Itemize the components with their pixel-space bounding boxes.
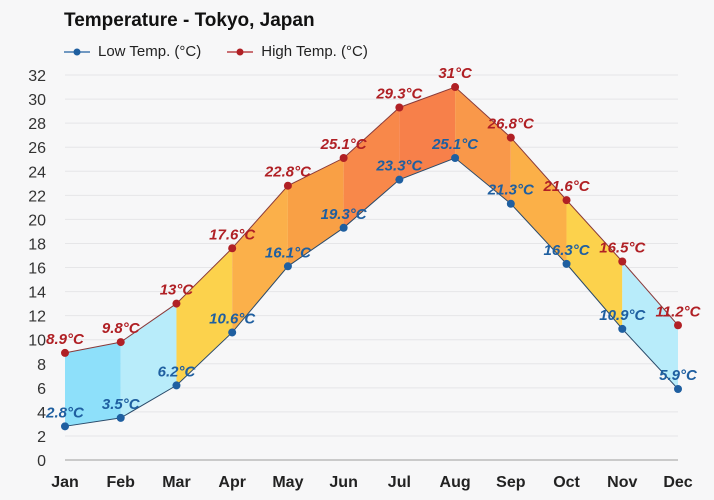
low-data-label: 16.1°C (265, 244, 312, 261)
range-segment (399, 87, 456, 180)
high-data-label: 8.9°C (46, 331, 85, 348)
low-data-label: 6.2°C (158, 363, 197, 380)
range-segment (343, 107, 400, 228)
range-segment (622, 261, 678, 390)
high-point (618, 257, 627, 266)
low-data-label: 23.3°C (375, 158, 423, 175)
high-data-label: 25.1°C (320, 136, 368, 153)
high-point (116, 338, 125, 347)
x-tick-label: Jul (388, 474, 411, 491)
high-data-label: 29.3°C (375, 85, 423, 102)
x-tick-label: Mar (162, 474, 190, 491)
y-tick-label: 24 (28, 164, 46, 181)
y-tick-label: 30 (28, 92, 46, 109)
high-point (451, 83, 460, 92)
low-data-label: 2.8°C (45, 404, 85, 421)
range-segment (287, 158, 344, 267)
low-point (172, 381, 181, 390)
low-point (116, 413, 125, 422)
x-tick-label: Jun (329, 474, 357, 491)
y-tick-label: 28 (28, 116, 46, 133)
y-tick-label: 32 (28, 68, 46, 85)
low-point (395, 175, 404, 184)
y-tick-label: 2 (37, 429, 46, 446)
y-tick-label: 18 (28, 236, 46, 253)
low-data-label: 19.3°C (321, 206, 368, 223)
high-point (61, 348, 69, 357)
legend-label-low: Low Temp. (°C) (98, 43, 202, 60)
high-series-line (64, 86, 679, 354)
high-point (339, 154, 348, 163)
x-tick-label: Jan (51, 474, 79, 491)
x-tick-label: Feb (107, 474, 136, 491)
high-data-label: 21.6°C (543, 178, 591, 195)
low-data-label: 21.3°C (487, 182, 535, 199)
x-tick-label: Apr (218, 474, 246, 491)
low-data-label: 25.1°C (431, 136, 479, 153)
high-data-label: 17.6°C (209, 226, 256, 243)
low-data-label: 10.6°C (209, 310, 256, 327)
low-point (61, 422, 69, 431)
high-point (506, 133, 515, 142)
x-tick-label: Aug (440, 474, 471, 491)
range-segment (566, 200, 623, 329)
high-data-label: 26.8°C (487, 116, 535, 133)
low-point (451, 154, 460, 163)
low-series-marker-icon (64, 48, 90, 55)
high-data-label: 22.8°C (264, 164, 312, 181)
high-data-label: 11.2°C (656, 303, 702, 320)
x-tick-label: Oct (553, 474, 580, 491)
low-data-label: 16.3°C (544, 242, 591, 259)
y-tick-label: 12 (28, 309, 46, 326)
y-tick-label: 10 (28, 333, 46, 350)
y-tick-label: 26 (28, 140, 46, 157)
low-point (562, 259, 571, 268)
low-point (283, 262, 292, 271)
y-tick-label: 8 (37, 357, 46, 374)
low-data-label: 3.5°C (102, 396, 141, 413)
x-tick-label: Sep (496, 474, 526, 491)
range-segment (65, 342, 121, 427)
y-tick-label: 16 (28, 261, 46, 278)
low-point (228, 328, 237, 337)
high-point (283, 181, 292, 190)
high-point (674, 321, 682, 330)
low-data-label: 5.9°C (659, 367, 698, 384)
y-tick-label: 6 (37, 381, 46, 398)
range-segment (510, 137, 567, 264)
range-segment (120, 303, 177, 418)
high-point (228, 244, 237, 253)
low-point (339, 223, 348, 232)
high-data-label: 13°C (160, 282, 195, 299)
y-tick-label: 0 (37, 453, 46, 470)
legend: Low Temp. (°C) High Temp. (°C) (64, 43, 368, 60)
x-tick-label: May (272, 474, 303, 491)
y-tick-label: 20 (28, 212, 46, 229)
y-tick-label: 22 (28, 188, 46, 205)
high-point (562, 196, 571, 205)
range-segment (232, 185, 288, 333)
low-point (506, 199, 515, 208)
x-tick-label: Dec (663, 474, 692, 491)
range-segment (455, 87, 511, 204)
low-series-line (64, 157, 679, 427)
low-point (618, 324, 627, 333)
y-tick-label: 4 (37, 405, 46, 422)
range-segment (176, 248, 233, 386)
low-data-label: 10.9°C (599, 307, 646, 324)
high-data-label: 9.8°C (102, 320, 141, 337)
legend-item-high[interactable]: High Temp. (°C) (227, 43, 368, 60)
high-data-label: 16.5°C (599, 239, 646, 256)
x-tick-label: Nov (607, 474, 637, 491)
high-point (395, 103, 404, 112)
chart-title: Temperature - Tokyo, Japan (64, 10, 315, 31)
high-point (172, 299, 181, 308)
low-point (674, 385, 682, 394)
high-series-marker-icon (227, 48, 254, 55)
high-data-label: 31°C (438, 65, 473, 82)
y-tick-label: 14 (28, 285, 46, 302)
legend-label-high: High Temp. (°C) (261, 43, 368, 60)
legend-item-low[interactable]: Low Temp. (°C) (64, 43, 201, 60)
